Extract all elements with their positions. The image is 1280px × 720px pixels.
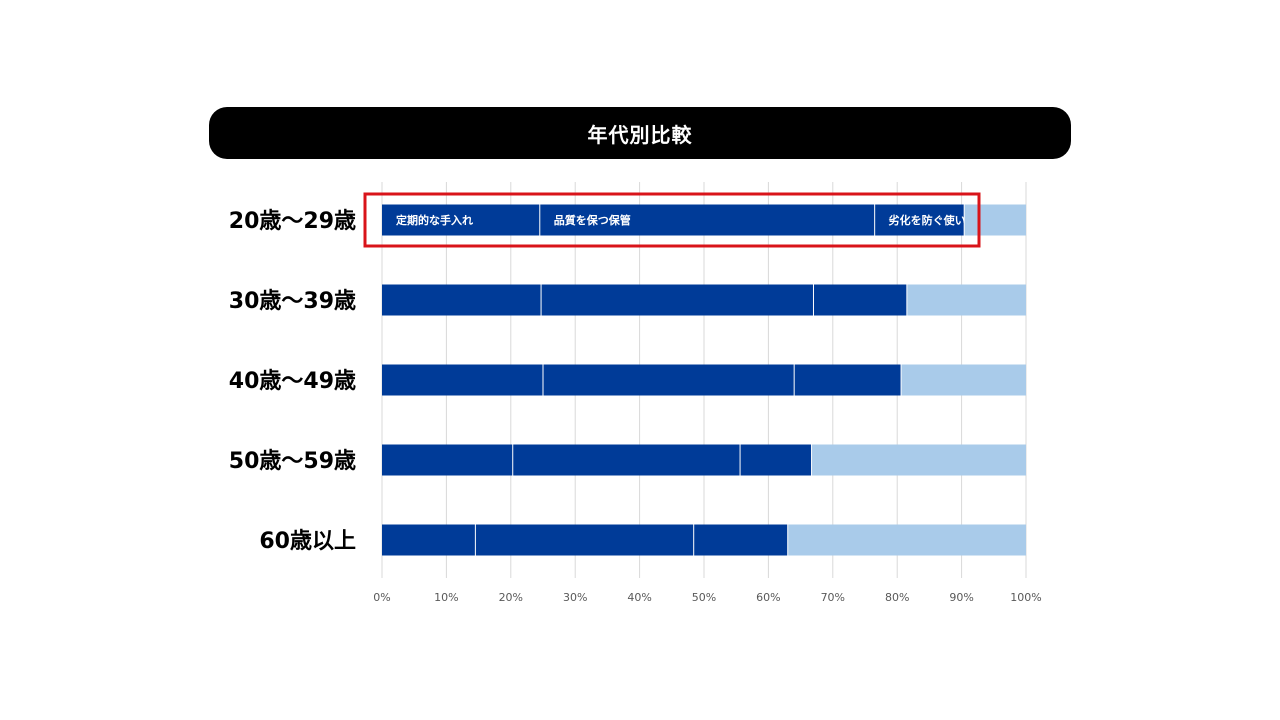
chart-title: 年代別比較 [587, 122, 693, 147]
segment-label: 品質を保つ保管 [554, 213, 631, 227]
x-tick-label: 30% [563, 591, 587, 604]
bar-segment [475, 524, 694, 556]
bar-segment [382, 444, 513, 476]
x-tick-label: 80% [885, 591, 909, 604]
x-tick-label: 20% [499, 591, 523, 604]
bar-segment [901, 364, 1026, 396]
x-tick-label: 50% [692, 591, 716, 604]
chart-title-bar: 年代別比較 [209, 107, 1071, 159]
highlight-box [363, 192, 981, 248]
bar-segment [906, 284, 1026, 316]
x-tick-label: 10% [434, 591, 458, 604]
bar-segment [740, 444, 812, 476]
bar-segment [541, 284, 814, 316]
x-tick-label: 70% [821, 591, 845, 604]
x-tick-label: 100% [1010, 591, 1041, 604]
bar-segment [794, 364, 902, 396]
bar-segment [539, 204, 875, 236]
segment-label: 劣化を防ぐ使い方 [889, 213, 977, 227]
bar-segment [543, 364, 795, 396]
category-label: 60歳以上 [259, 529, 356, 554]
bar-segment [382, 524, 476, 556]
bar-segment [693, 524, 788, 556]
bar-segment [512, 444, 741, 476]
bar-segment [382, 204, 540, 236]
category-label: 20歳～29歳 [229, 209, 356, 234]
x-tick-label: 40% [627, 591, 651, 604]
category-label: 30歳～39歳 [229, 289, 356, 314]
bar-segment [811, 444, 1026, 476]
bar-segment [382, 364, 543, 396]
x-tick-label: 90% [949, 591, 973, 604]
category-label: 50歳～59歳 [229, 449, 356, 474]
x-tick-label: 60% [756, 591, 780, 604]
bar-segment [382, 284, 542, 316]
bar-segment [874, 204, 965, 236]
bar-segment [813, 284, 907, 316]
category-label: 40歳～49歳 [229, 369, 356, 394]
bar-segment [964, 204, 1026, 236]
segment-label: 定期的な手入れ [396, 213, 473, 227]
x-tick-label: 0% [373, 591, 390, 604]
bar-segment [787, 524, 1026, 556]
